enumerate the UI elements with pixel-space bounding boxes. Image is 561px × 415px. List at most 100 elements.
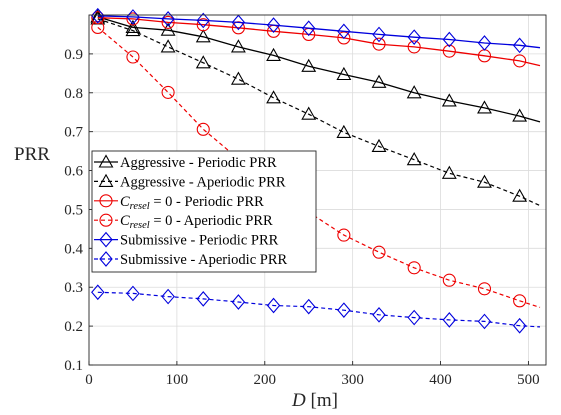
- data-point: [372, 306, 386, 323]
- series-0: [90, 9, 541, 123]
- data-point: [372, 26, 386, 43]
- data-point: [441, 93, 457, 107]
- y-axis-label: PRR: [14, 144, 50, 165]
- data-point: [196, 12, 210, 29]
- data-point: [195, 55, 211, 69]
- data-point: [337, 23, 351, 40]
- y-tick-label: 0.9: [64, 47, 83, 63]
- y-tick-label: 0.1: [64, 358, 83, 374]
- axis-ticks: 0 100 200 300 400 500 0.1 0.2 0.3 0.4 0.5 0.6 0.7 0.8…: [64, 47, 539, 388]
- data-point: [407, 261, 421, 275]
- data-point: [336, 66, 352, 81]
- legend-items: Aggressive - Periodic PRR Aggressive - Ap…: [94, 154, 287, 268]
- y-tick-label: 0.3: [64, 280, 83, 296]
- data-point: [371, 74, 387, 88]
- x-tick-label: 100: [166, 372, 189, 388]
- data-point: [161, 15, 175, 29]
- data-point: [512, 188, 528, 202]
- data-point: [230, 71, 246, 85]
- data-point: [160, 22, 176, 36]
- data-point: [231, 14, 246, 31]
- data-point: [196, 18, 210, 32]
- series-5: [91, 284, 541, 334]
- data-point: [91, 11, 105, 25]
- data-point: [301, 20, 316, 37]
- data-point: [372, 245, 386, 259]
- data-point: [337, 302, 351, 319]
- legend-entry: Submissive - Aperiodic PRR: [94, 251, 287, 268]
- data-point: [442, 31, 457, 48]
- data-point: [301, 106, 317, 120]
- legend-entry: Aggressive - Aperiodic PRR: [94, 173, 286, 190]
- y-tick-label: 0.2: [64, 319, 83, 335]
- legend-label: Cresel = 0 - Periodic PRR: [120, 194, 264, 212]
- data-point: [477, 313, 492, 330]
- legend-entry: Cresel = 0 - Periodic PRR: [94, 194, 264, 212]
- data-point: [512, 37, 527, 54]
- data-point: [301, 298, 316, 315]
- legend: Aggressive - Periodic PRR Aggressive - Ap…: [91, 150, 317, 273]
- plot-frame: [88, 14, 547, 366]
- data-point: [477, 35, 492, 51]
- legend-label: Cresel = 0 - Aperiodic PRR: [120, 213, 273, 231]
- data-point: [407, 29, 421, 46]
- series-line: [97, 26, 541, 308]
- data-point: [372, 37, 386, 51]
- series-line: [97, 291, 541, 328]
- y-tick-label: 0.8: [64, 86, 83, 102]
- data-point: [301, 58, 317, 72]
- data-point: [441, 165, 457, 179]
- x-tick-label: 400: [429, 372, 452, 388]
- data-point: [406, 152, 422, 166]
- data-point: [337, 228, 351, 242]
- legend-label: Submissive - Aperiodic PRR: [120, 252, 287, 268]
- data-point: [91, 284, 105, 301]
- legend-marker: [98, 173, 114, 187]
- legend-box: [91, 150, 317, 273]
- series-line: [97, 18, 541, 207]
- legend-label: Aggressive - Periodic PRR: [120, 155, 277, 171]
- legend-marker: [98, 154, 114, 168]
- data-point: [477, 174, 492, 188]
- y-tick-label: 0.6: [64, 164, 83, 180]
- data-point: [161, 288, 175, 305]
- data-point: [91, 7, 105, 24]
- data-point: [126, 285, 140, 302]
- legend-entry: Aggressive - Periodic PRR: [94, 154, 277, 171]
- series-2: [91, 11, 541, 68]
- data-point: [266, 90, 282, 104]
- data-point: [126, 12, 140, 26]
- legend-marker: [99, 194, 113, 208]
- data-point: [196, 122, 210, 136]
- y-tick-label: 0.4: [64, 241, 83, 257]
- data-point: [513, 54, 527, 68]
- data-point: [161, 11, 175, 27]
- data-point: [126, 50, 140, 64]
- data-point: [407, 309, 421, 326]
- series-4: [91, 7, 541, 54]
- data-point: [196, 291, 210, 307]
- legend-label: Submissive - Periodic PRR: [120, 233, 279, 249]
- data-point: [230, 39, 246, 53]
- data-point: [266, 297, 281, 314]
- y-tick-label: 0.7: [64, 125, 83, 141]
- data-point: [125, 22, 141, 37]
- data-point: [91, 20, 105, 34]
- x-tick-label: 500: [517, 372, 540, 388]
- data-point: [442, 273, 456, 287]
- x-tick-label: 0: [85, 372, 93, 388]
- data-point: [161, 85, 175, 99]
- data-point: [407, 40, 421, 54]
- legend-entry: Cresel = 0 - Aperiodic PRR: [94, 213, 273, 231]
- data-point: [477, 282, 492, 296]
- series: [90, 7, 541, 334]
- data-point: [125, 19, 141, 33]
- data-point: [513, 294, 527, 308]
- series-line: [97, 16, 541, 123]
- data-point: [442, 312, 457, 328]
- data-point: [477, 100, 492, 114]
- legend-entry: Submissive - Periodic PRR: [94, 231, 279, 249]
- x-tick-label: 300: [341, 372, 364, 388]
- data-point: [195, 29, 211, 43]
